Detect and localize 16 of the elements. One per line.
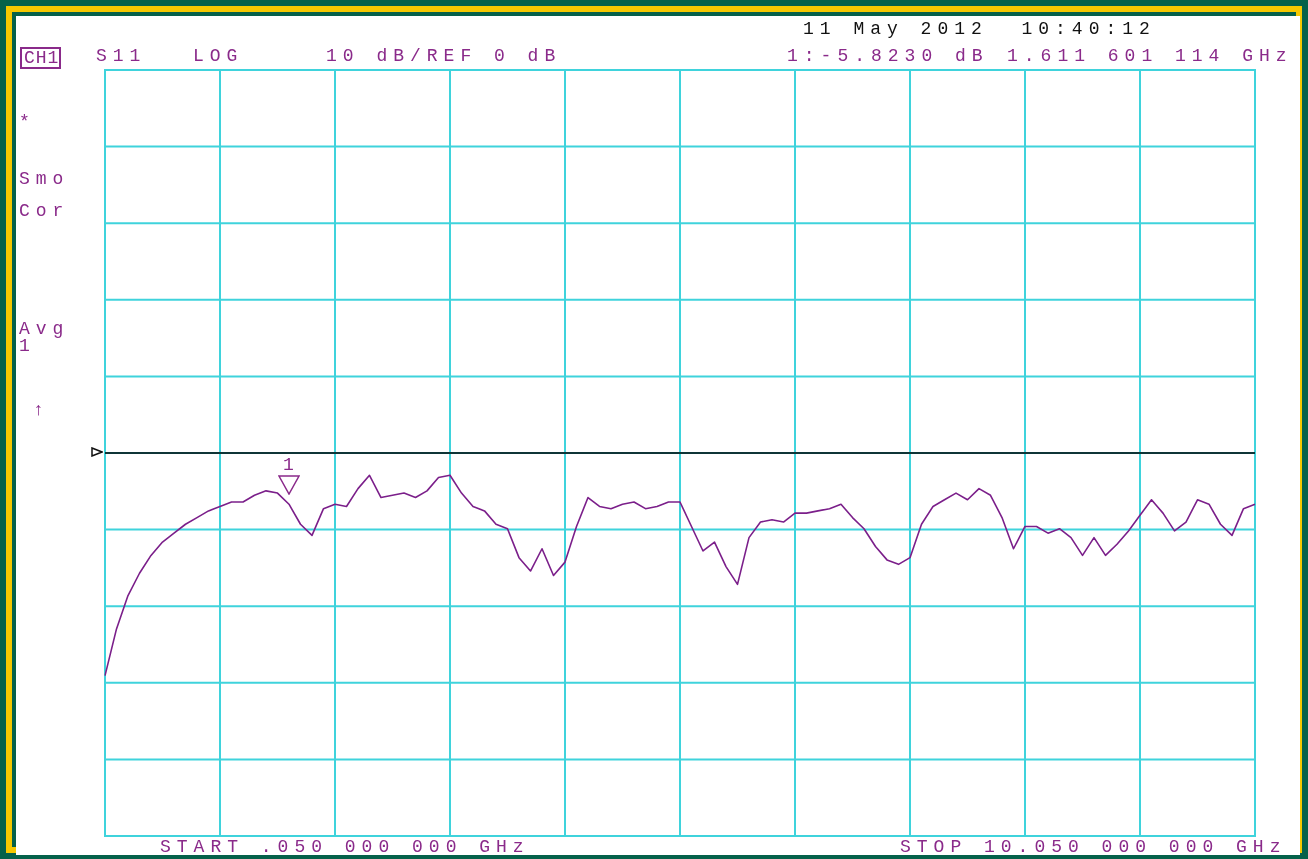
text: 1.611 601 114 GHz <box>1007 46 1293 66</box>
text: STOP 10.050 000 000 GHz <box>900 837 1287 857</box>
text: * <box>19 112 36 132</box>
text: S11 <box>96 46 147 66</box>
text: Cor <box>19 201 70 221</box>
text: CH1 <box>20 47 62 69</box>
annotation: 1 <box>283 455 300 475</box>
text: Smo <box>19 169 70 189</box>
text: 10 dB/REF 0 dB <box>326 46 562 66</box>
text: 1:-5.8230 dB <box>787 46 989 66</box>
text: Avg <box>19 319 70 339</box>
text: 1 <box>19 336 36 356</box>
text: 11 May 2012 10:40:12 <box>803 19 1156 39</box>
text: START .050 000 000 GHz <box>160 837 530 857</box>
text: LOG <box>193 46 244 66</box>
text: ↑ <box>33 400 50 420</box>
